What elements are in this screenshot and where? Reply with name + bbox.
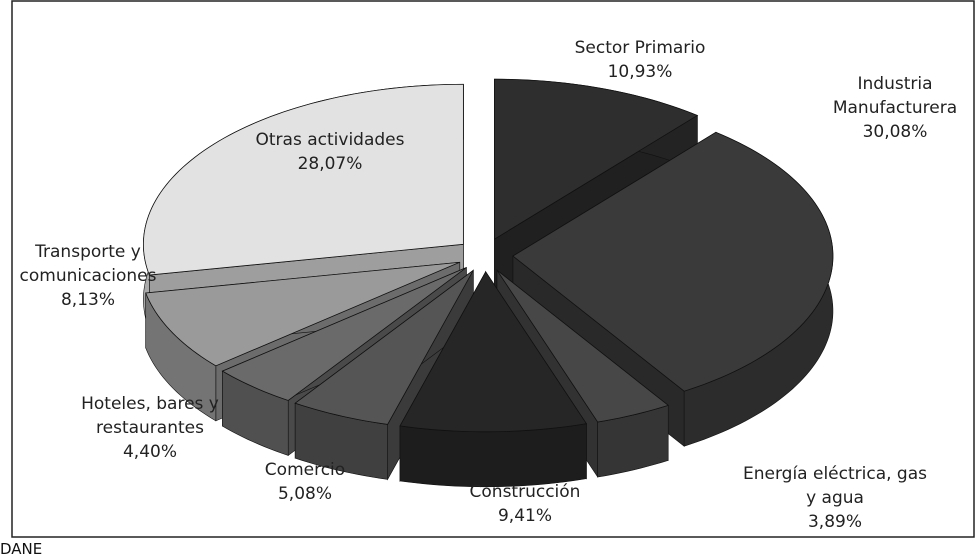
slice-top — [494, 78, 699, 240]
pie-slice — [399, 270, 588, 488]
value-label: 28,07% — [297, 154, 363, 174]
value-label: 10,93% — [607, 62, 673, 82]
slice-label: Comercio 5,08% — [235, 458, 375, 506]
slice-label: Transporte y comunicaciones 8,13% — [3, 240, 173, 312]
slice-top — [512, 131, 834, 392]
slice-top — [496, 269, 670, 423]
category-name: Industria Manufacturera — [832, 74, 958, 118]
slice-top — [142, 83, 464, 276]
slice-label: Energía eléctrica, gas y agua 3,89% — [740, 462, 930, 534]
category-name: Sector Primario — [574, 38, 706, 58]
slice-label: Sector Primario 10,93% — [540, 36, 740, 84]
category-name: Otras actividades — [255, 130, 405, 150]
category-name: Transporte y comunicaciones — [19, 242, 157, 286]
slice-top — [145, 261, 460, 367]
slice-label: Otras actividades 28,07% — [230, 128, 430, 176]
category-name: Energía eléctrica, gas y agua — [742, 464, 927, 508]
slice-top — [294, 269, 474, 425]
value-label: 3,89% — [807, 512, 862, 532]
value-label: 5,08% — [277, 484, 332, 504]
slice-label: Industria Manufacturera 30,08% — [810, 72, 979, 144]
frame — [11, 0, 975, 538]
category-name: Hoteles, bares y restaurantes — [81, 394, 219, 438]
value-label: 4,40% — [122, 442, 177, 462]
category-name: Construcción — [469, 482, 581, 502]
value-label: 30,08% — [862, 122, 928, 142]
category-name: Comercio — [264, 460, 346, 480]
value-label: 9,41% — [497, 506, 552, 526]
slice-top — [399, 271, 588, 433]
slice-label: Hoteles, bares y restaurantes 4,40% — [45, 392, 255, 464]
source: DANE — [0, 540, 43, 558]
value-label: 8,13% — [60, 290, 115, 310]
slice-wall — [399, 423, 587, 488]
slice-label: Construcción 9,41% — [440, 480, 610, 528]
slice-top — [221, 267, 467, 401]
